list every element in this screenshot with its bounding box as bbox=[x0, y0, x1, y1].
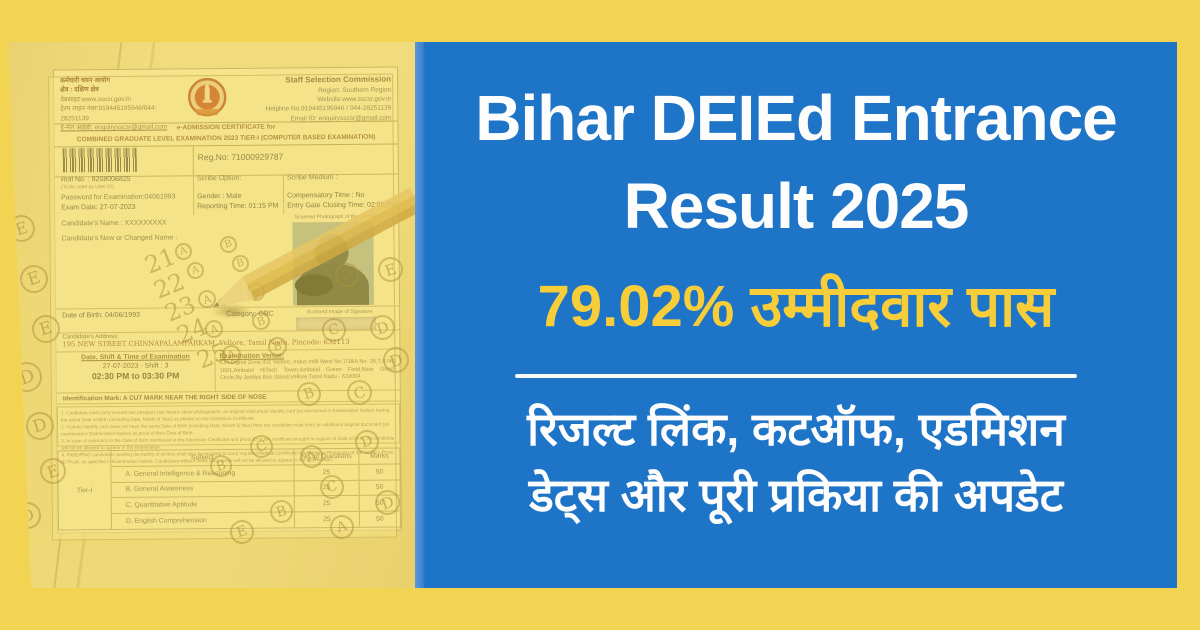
title-line2: Result 2025 bbox=[623, 170, 970, 242]
ssc-emblem-icon bbox=[187, 77, 227, 117]
admit-card-photo-panel: कर्मचारी चयन आयोग क्षेत्र : दक्षिण क्षेत… bbox=[8, 42, 415, 588]
divider-line bbox=[515, 374, 1077, 378]
subtitle-line2: डेट्स और पूरी प्रकिया की अपडेट bbox=[529, 469, 1063, 521]
subtitle: रिजल्ट लिंक, कटऑफ, एडमिशन डेट्स और पूरी … bbox=[527, 396, 1065, 528]
pass-percentage-highlight: 79.02% उम्मीदवार पास bbox=[537, 274, 1055, 339]
yellow-tint-overlay bbox=[8, 42, 415, 588]
pencil-icon bbox=[213, 187, 415, 307]
main-title: Bihar DEIEd Entrance Result 2025 bbox=[475, 74, 1117, 250]
headline-panel: Bihar DEIEd Entrance Result 2025 79.02% … bbox=[415, 42, 1177, 588]
admit-card-header: कर्मचारी चयन आयोग क्षेत्र : दक्षिण क्षेत… bbox=[54, 70, 397, 132]
admit-card: कर्मचारी चयन आयोग क्षेत्र : दक्षिण क्षेत… bbox=[52, 66, 403, 534]
subtitle-line1: रिजल्ट लिंक, कटऑफ, एडमिशन bbox=[527, 403, 1065, 455]
title-line1: Bihar DEIEd Entrance bbox=[475, 82, 1117, 154]
